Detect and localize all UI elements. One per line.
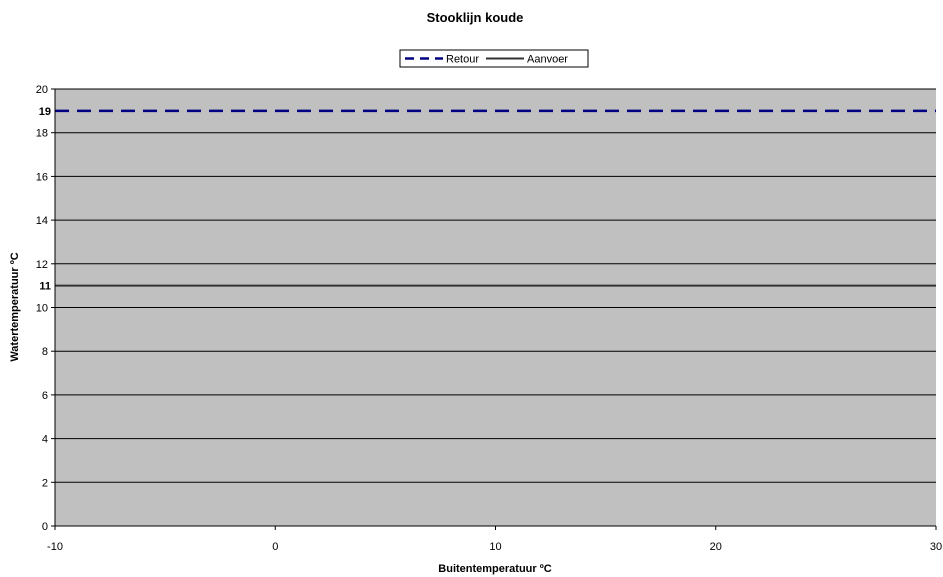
x-tick-label: 0: [272, 541, 278, 553]
y-tick-label: 4: [42, 434, 48, 446]
y-tick-label: 2: [42, 477, 48, 489]
series-lines: [55, 109, 936, 287]
y-axis-title: Watertemperatuur ºC: [9, 252, 21, 361]
x-axis-title: Buitentemperatuur ºC: [438, 563, 551, 575]
y-tick-label: 18: [36, 128, 48, 140]
x-tick-label: -10: [47, 541, 63, 553]
x-tick-label: 20: [710, 541, 722, 553]
x-tick-label: 30: [930, 541, 942, 553]
y-axis-ticks: 0 2 4 6 8 10 12 14 16 18 20: [36, 84, 55, 533]
y-tick-label: 16: [36, 171, 48, 183]
y-tick-label: 20: [36, 84, 48, 96]
legend: Retour Aanvoer: [399, 49, 589, 68]
chart-title: Stooklijn koude: [427, 10, 524, 25]
gridlines: [55, 88, 936, 483]
y-tick-label: 14: [36, 215, 48, 227]
y-tick-label: 6: [42, 390, 48, 402]
y-tick-label: 12: [36, 259, 48, 271]
x-tick-label: 10: [489, 541, 501, 553]
legend-label-retour: Retour: [446, 54, 479, 66]
y-tick-label: 8: [42, 346, 48, 358]
x-axis-ticks: -10 0 10 20 30: [47, 526, 942, 553]
y-tick-label: 10: [36, 303, 48, 315]
series-value-label: 11: [39, 281, 51, 293]
legend-label-aanvoer: Aanvoer: [527, 54, 568, 66]
series-value-label: 19: [39, 106, 51, 118]
y-tick-label: 0: [42, 521, 48, 533]
